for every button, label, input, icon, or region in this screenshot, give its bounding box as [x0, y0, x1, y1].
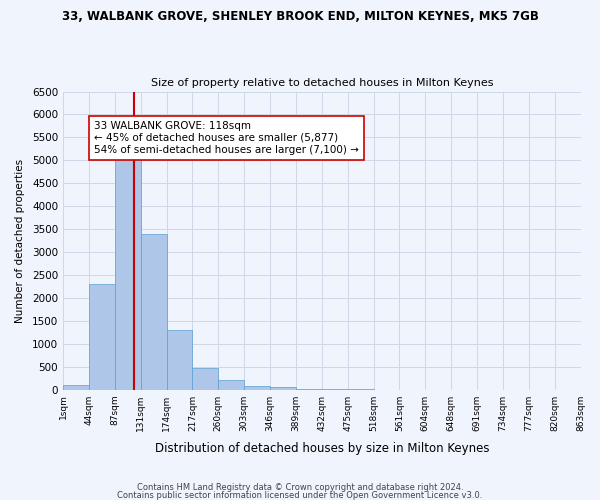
Bar	[296, 388, 322, 390]
Y-axis label: Number of detached properties: Number of detached properties	[15, 158, 25, 322]
Title: Size of property relative to detached houses in Milton Keynes: Size of property relative to detached ho…	[151, 78, 493, 88]
Bar	[193, 368, 218, 390]
Bar	[115, 142, 140, 390]
Bar	[140, 234, 167, 390]
Bar	[270, 387, 296, 390]
Bar	[244, 386, 270, 390]
Bar	[167, 330, 193, 390]
Bar	[63, 385, 89, 390]
X-axis label: Distribution of detached houses by size in Milton Keynes: Distribution of detached houses by size …	[155, 442, 489, 455]
Text: Contains public sector information licensed under the Open Government Licence v3: Contains public sector information licen…	[118, 490, 482, 500]
Text: 33, WALBANK GROVE, SHENLEY BROOK END, MILTON KEYNES, MK5 7GB: 33, WALBANK GROVE, SHENLEY BROOK END, MI…	[62, 10, 538, 23]
Bar	[218, 380, 244, 390]
Text: 33 WALBANK GROVE: 118sqm
← 45% of detached houses are smaller (5,877)
54% of sem: 33 WALBANK GROVE: 118sqm ← 45% of detach…	[94, 122, 359, 154]
Text: Contains HM Land Registry data © Crown copyright and database right 2024.: Contains HM Land Registry data © Crown c…	[137, 483, 463, 492]
Bar	[89, 284, 115, 390]
